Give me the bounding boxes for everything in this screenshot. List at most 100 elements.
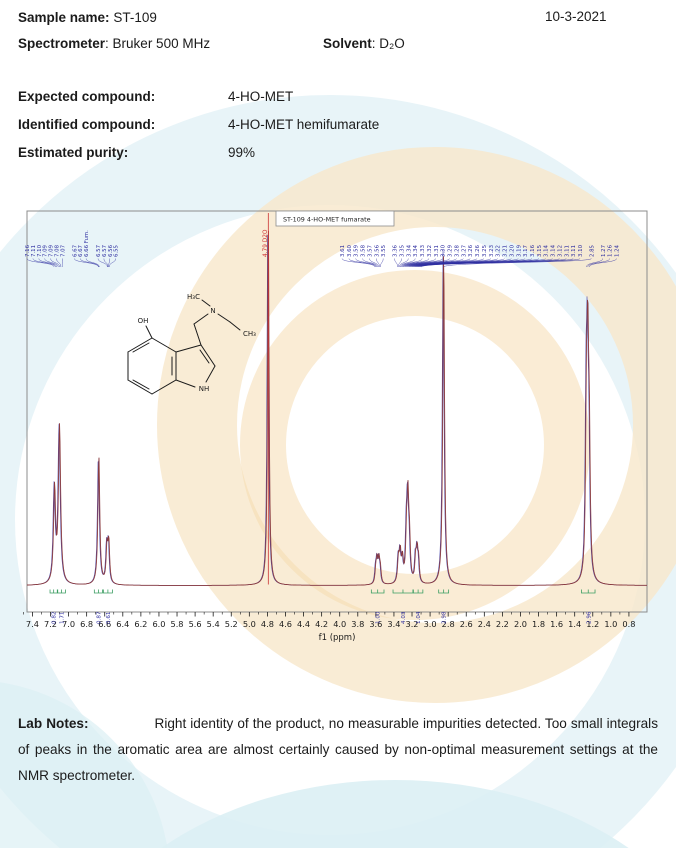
structure-bond <box>217 313 231 323</box>
estimated-purity-row: Estimated purity: 99% <box>18 145 255 160</box>
integral-value: 1.71 <box>60 611 66 624</box>
peak-label: 1.26 <box>608 244 614 257</box>
peak-label-leader <box>376 258 380 268</box>
solvent-peak-label: 4.79 D2O <box>263 229 269 257</box>
peak-label-leader <box>400 258 423 268</box>
integral-bracket <box>581 589 596 594</box>
watermark-blue-ring <box>0 95 676 848</box>
peak-label-leader <box>80 258 100 268</box>
peak-label: 3.14 <box>551 244 557 257</box>
peak-label-leader <box>103 258 109 268</box>
identified-compound-value: 4-HO-MET hemifumarate <box>228 117 380 132</box>
integral-value: 0.61 <box>106 611 112 624</box>
peak-label-leader <box>587 258 610 268</box>
peak-label-leader <box>406 258 471 268</box>
plot-title: ST-109 4-HO-MET fumarate <box>283 216 371 224</box>
peak-label: 6.66 Fum. <box>84 230 90 257</box>
peak-label: 3.11 <box>571 245 577 257</box>
peak-label-leader <box>443 258 592 268</box>
expected-compound-row: Expected compound: 4-HO-MET <box>18 89 293 104</box>
plot-title-box <box>275 210 395 227</box>
peak-label: 3.58 <box>361 244 367 257</box>
peak-label: 6.57 <box>96 245 102 257</box>
peak-label: 3.32 <box>427 245 433 257</box>
solvent-value: : D₂O <box>371 36 405 51</box>
peak-label: 3.27 <box>461 245 467 257</box>
integral-value: 4.03 <box>401 611 407 624</box>
spectrometer-value: : Bruker 500 MHz <box>105 36 211 51</box>
peak-label-leader <box>32 258 56 268</box>
peak-label-leader <box>85 258 100 268</box>
peak-label: 3.26 <box>468 244 474 257</box>
peak-label: 6.67 <box>78 245 84 257</box>
axis-tick-label: 3.4 <box>387 619 400 629</box>
axis-tick-label: 4.2 <box>315 619 328 629</box>
peak-label: 7.07 <box>60 245 66 257</box>
integral-bracket <box>412 589 424 594</box>
structure-bond <box>175 344 202 353</box>
peak-label: 7.11 <box>31 245 37 257</box>
axis-tick-label: 3.2 <box>405 619 418 629</box>
structure-bond <box>229 321 241 331</box>
axis-tick-label: 4.0 <box>333 619 346 629</box>
peak-label: 6.55 <box>114 245 120 257</box>
peak-label: 1.24 <box>615 244 621 257</box>
peak-label-leader <box>399 258 409 268</box>
peak-label-leader <box>26 258 55 268</box>
solvent-label: Solvent <box>323 36 372 51</box>
peak-label: 3.16 <box>530 244 536 257</box>
axis-tick-label: 5.6 <box>189 619 202 629</box>
solvent-field: Solvent: D₂O <box>323 35 405 53</box>
integral-value: 1.00 <box>376 611 382 624</box>
peak-label-leader <box>407 258 478 268</box>
integral-bracket <box>370 589 385 594</box>
structure-bond <box>132 379 150 390</box>
peak-label: 3.34 <box>406 244 412 257</box>
peak-label-leader <box>355 258 377 268</box>
peak-label: 3.15 <box>537 245 543 257</box>
lab-notes-text: Right identity of the product, no measur… <box>18 715 658 783</box>
structure-n-label: N <box>210 307 215 315</box>
structure-nh-label: NH <box>199 385 210 393</box>
integral-value: 0.82 <box>52 612 58 624</box>
structure-bond <box>193 313 209 325</box>
lab-notes: Lab Notes: Right identity of the product,… <box>18 711 658 789</box>
peak-label: 3.33 <box>420 245 426 257</box>
peak-label: 3.56 <box>374 244 380 257</box>
structure-bond <box>145 325 153 339</box>
peak-label: 3.30 <box>441 244 447 257</box>
axis-tick-label: 4.4 <box>297 619 310 629</box>
peak-label-leader <box>369 258 379 268</box>
peak-label: 6.67 <box>72 245 78 257</box>
peak-label: 3.10 <box>578 244 584 257</box>
structure-bond <box>127 337 153 353</box>
structure-bond <box>151 337 177 353</box>
chemical-structure: OH NH N H₃C CH₃ <box>127 293 256 395</box>
peak-label: 3.17 <box>523 245 529 257</box>
peak-label-leader <box>97 258 108 268</box>
axis-tick-label: 5.2 <box>225 619 238 629</box>
peak-label: 7.09 <box>49 244 55 257</box>
spectrum-line <box>27 230 647 586</box>
integral-bracket <box>102 589 113 594</box>
estimated-purity-value: 99% <box>228 145 256 160</box>
watermark-orange-ring <box>240 270 590 620</box>
axis-tick-label: 3.8 <box>351 619 364 629</box>
integral-value: 2.96 <box>586 611 592 624</box>
peak-label-leader <box>400 258 416 268</box>
peak-label: 7.09 <box>43 244 49 257</box>
peak-label: 2.85 <box>589 245 595 257</box>
watermark-corner-blob <box>0 682 168 848</box>
peak-label-leader <box>362 258 378 268</box>
peak-label: 3.59 <box>354 244 360 257</box>
peak-label: 3.31 <box>434 245 440 257</box>
axis-tick-label: 2.0 <box>514 619 527 629</box>
axis-tick-label: 7.2 <box>44 619 57 629</box>
peak-label: 7.08 <box>55 244 61 257</box>
peak-label-leader <box>394 258 398 268</box>
peak-label: 3.60 <box>347 244 353 257</box>
structure-bond <box>199 349 210 364</box>
peak-label: 3.34 <box>413 244 419 257</box>
axis-tick-label: 6.4 <box>116 619 129 629</box>
